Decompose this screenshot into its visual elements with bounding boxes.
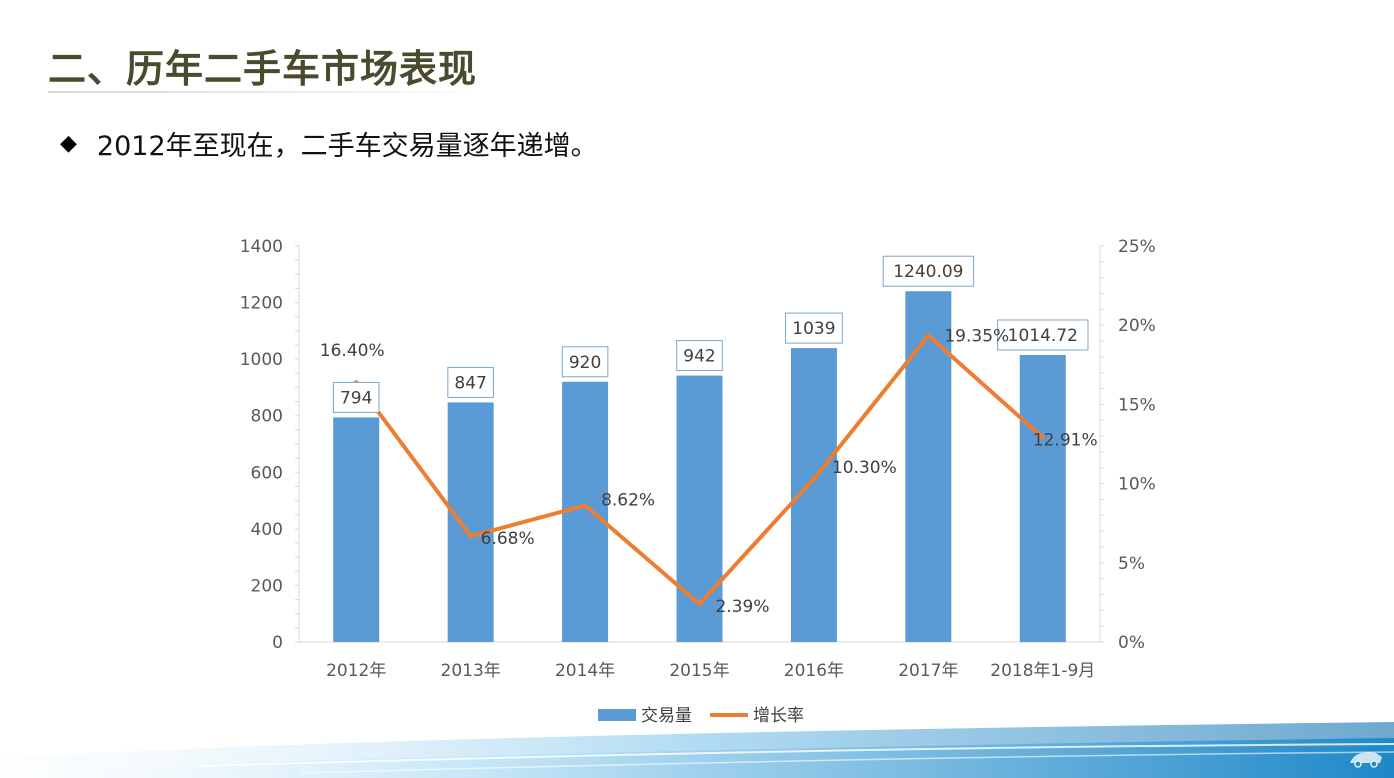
bar-data-label: 847 (454, 373, 486, 393)
right-axis-tick-label: 15% (1118, 395, 1156, 415)
line-point (926, 333, 931, 338)
bar-data-label-box (785, 312, 843, 344)
bar (562, 381, 609, 642)
right-axis-tick-label: 10% (1118, 475, 1156, 495)
line-data-label: 16.40% (320, 341, 385, 361)
legend-label: 交易量 (641, 706, 692, 726)
bar-data-label: 794 (340, 388, 372, 408)
car-logo-icon (1346, 747, 1386, 772)
bar-data-label: 1039 (792, 319, 835, 339)
left-axis-tick-label: 600 (251, 463, 283, 483)
left-axis-tick-label: 1400 (240, 237, 283, 257)
left-axis-tick-label: 200 (251, 576, 283, 596)
slide-title: 二、历年二手车市场表现 (48, 47, 478, 91)
line-point (583, 503, 588, 508)
line-data-label: 8.62% (601, 490, 655, 510)
line-point (697, 602, 702, 607)
right-axis-tick-label: 20% (1118, 316, 1156, 336)
left-axis-tick-label: 800 (251, 407, 283, 427)
bar (676, 375, 723, 642)
bar-data-label: 920 (569, 353, 601, 373)
legend-bar-swatch (598, 709, 636, 721)
bar-data-label-box (997, 319, 1089, 351)
bar-data-label-box (447, 366, 494, 398)
line-data-label: 6.68% (481, 529, 535, 549)
right-axis-tick-label: 25% (1118, 237, 1156, 257)
bar-data-label-box (676, 340, 723, 372)
x-axis-tick-label: 2018年1-9月 (990, 661, 1095, 681)
legend-label: 增长率 (753, 706, 804, 726)
bar (333, 417, 380, 642)
bar-data-label-box (882, 255, 975, 287)
line-data-label: 12.91% (1033, 431, 1098, 451)
diamond-bullet-icon: ◆ (60, 131, 77, 156)
left-axis-tick-label: 1000 (240, 350, 283, 370)
x-axis-tick-label: 2017年 (898, 661, 958, 681)
bar (447, 402, 494, 642)
bar-data-label-box (561, 346, 609, 378)
line-point (1040, 435, 1045, 440)
x-axis-tick-label: 2015年 (669, 661, 729, 681)
left-axis-tick-label: 0 (272, 633, 283, 653)
bullet-text: 2012年至现在，二手车交易量逐年递增。 (96, 131, 598, 162)
line-data-label: 2.39% (716, 597, 770, 617)
x-axis-tick-label: 2016年 (784, 661, 844, 681)
footer-wave (0, 722, 1394, 778)
line-data-label: 19.35% (944, 326, 1009, 346)
right-axis-tick-label: 0% (1118, 633, 1145, 653)
bar (1019, 354, 1066, 642)
left-axis-tick-label: 1200 (240, 294, 283, 314)
bar-data-label-box (332, 381, 380, 413)
line-point (811, 476, 816, 481)
x-axis-tick-label: 2013年 (441, 661, 501, 681)
bullet-point: ◆ 2012年至现在，二手车交易量逐年递增。 (60, 124, 598, 163)
x-axis-tick-label: 2014年 (555, 661, 615, 681)
bar-data-label: 1240.09 (893, 262, 963, 282)
bar-data-label: 942 (683, 347, 715, 367)
title-underline (48, 91, 480, 93)
left-axis-tick-label: 400 (251, 520, 283, 540)
bar-data-label: 1014.72 (1008, 326, 1078, 346)
x-axis-tick-label: 2012年 (326, 661, 386, 681)
right-axis-tick-label: 5% (1118, 554, 1145, 574)
line-point (468, 534, 473, 539)
line-data-label: 10.30% (832, 458, 897, 478)
